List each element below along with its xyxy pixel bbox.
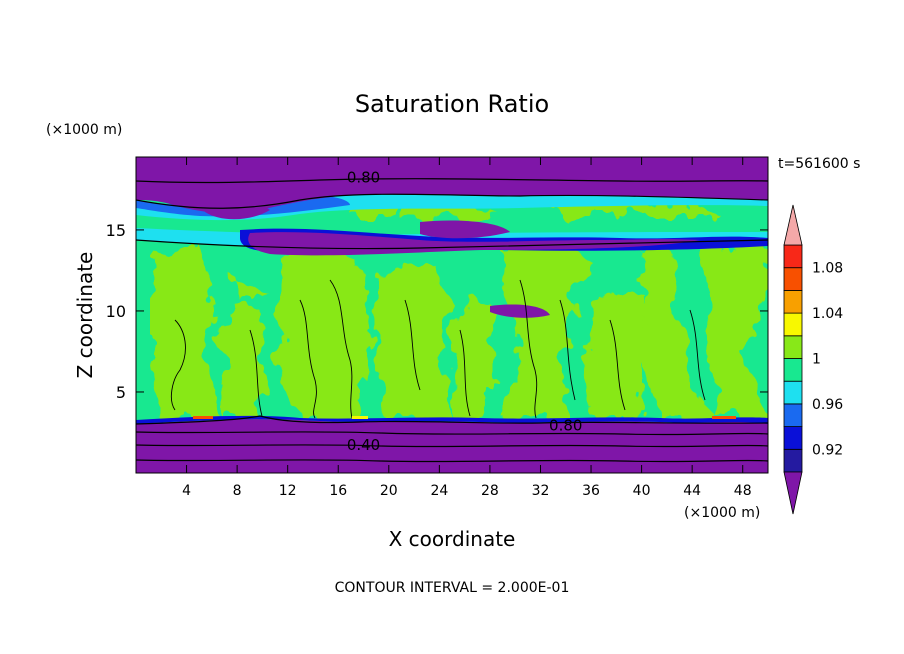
colorbar-swatch	[783, 448, 803, 473]
colorbar-over-arrow	[783, 204, 803, 246]
chart-title: Saturation Ratio	[355, 90, 549, 118]
x-tick-label: 4	[182, 483, 191, 499]
y-axis-title: Z coordinate	[73, 252, 97, 379]
contour-lines	[136, 178, 768, 463]
contour-label: 0.40	[347, 436, 380, 454]
colorbar-tick-label: 1.04	[812, 306, 843, 322]
x-tick-label: 44	[683, 483, 701, 499]
plot-frame	[135, 156, 769, 474]
colorbar-swatch	[783, 403, 803, 427]
x-tick-label: 40	[633, 483, 651, 499]
x-axis: 4 8 12 16 20 24 28 32 36 40 44 48	[182, 157, 752, 499]
x-tick-label: 20	[380, 483, 398, 499]
x-tick-label: 24	[430, 483, 448, 499]
y-unit-label: (×1000 m)	[46, 122, 122, 138]
colorbar-under-arrow	[783, 471, 803, 515]
colorbar-tick-label: 1	[812, 352, 821, 368]
contour-label: 0.80	[347, 168, 380, 186]
contour-interval-footer: CONTOUR INTERVAL = 2.000E-01	[335, 580, 570, 596]
y-axis: 5 10 15	[106, 221, 768, 402]
colorbar-tick-label: 0.96	[812, 397, 843, 413]
x-tick-label: 32	[532, 483, 550, 499]
contour-label: 0.80	[549, 416, 582, 434]
x-tick-label: 36	[582, 483, 600, 499]
supersaturated-regions	[150, 195, 768, 420]
colorbar-swatch	[783, 312, 803, 337]
contour-labels: 0.80 0.80 0.40	[347, 168, 583, 454]
x-tick-label: 12	[279, 483, 297, 499]
y-tick-label: 10	[106, 302, 126, 321]
boundary-layer-edge	[136, 415, 768, 424]
surface-warm-patches	[193, 416, 736, 419]
time-label: t=561600 s	[778, 156, 860, 172]
x-axis-title: X coordinate	[389, 527, 516, 551]
colorbar-swatch	[783, 426, 803, 450]
colorbar: 0.92 0.96 1 1.04 1.08	[783, 204, 843, 515]
colorbar-swatch	[783, 358, 803, 382]
y-tick-label: 15	[106, 221, 126, 240]
colorbar-swatch	[783, 335, 803, 359]
colorbar-swatch	[783, 289, 803, 314]
x-tick-label: 28	[481, 483, 499, 499]
x-tick-label: 16	[329, 483, 347, 499]
colorbar-swatch	[783, 380, 803, 405]
colorbar-swatch	[783, 244, 803, 269]
y-tick-label: 5	[116, 383, 126, 402]
x-unit-label: (×1000 m)	[684, 505, 760, 521]
colorbar-tick-label: 1.08	[812, 261, 843, 277]
x-tick-label: 48	[734, 483, 752, 499]
top-dry-band	[136, 157, 768, 214]
colorbar-tick-label: 0.92	[812, 442, 843, 458]
colorbar-swatch	[783, 267, 803, 291]
contour-field: 0.80 0.80 0.40	[136, 157, 768, 473]
x-tick-label: 8	[233, 483, 242, 499]
